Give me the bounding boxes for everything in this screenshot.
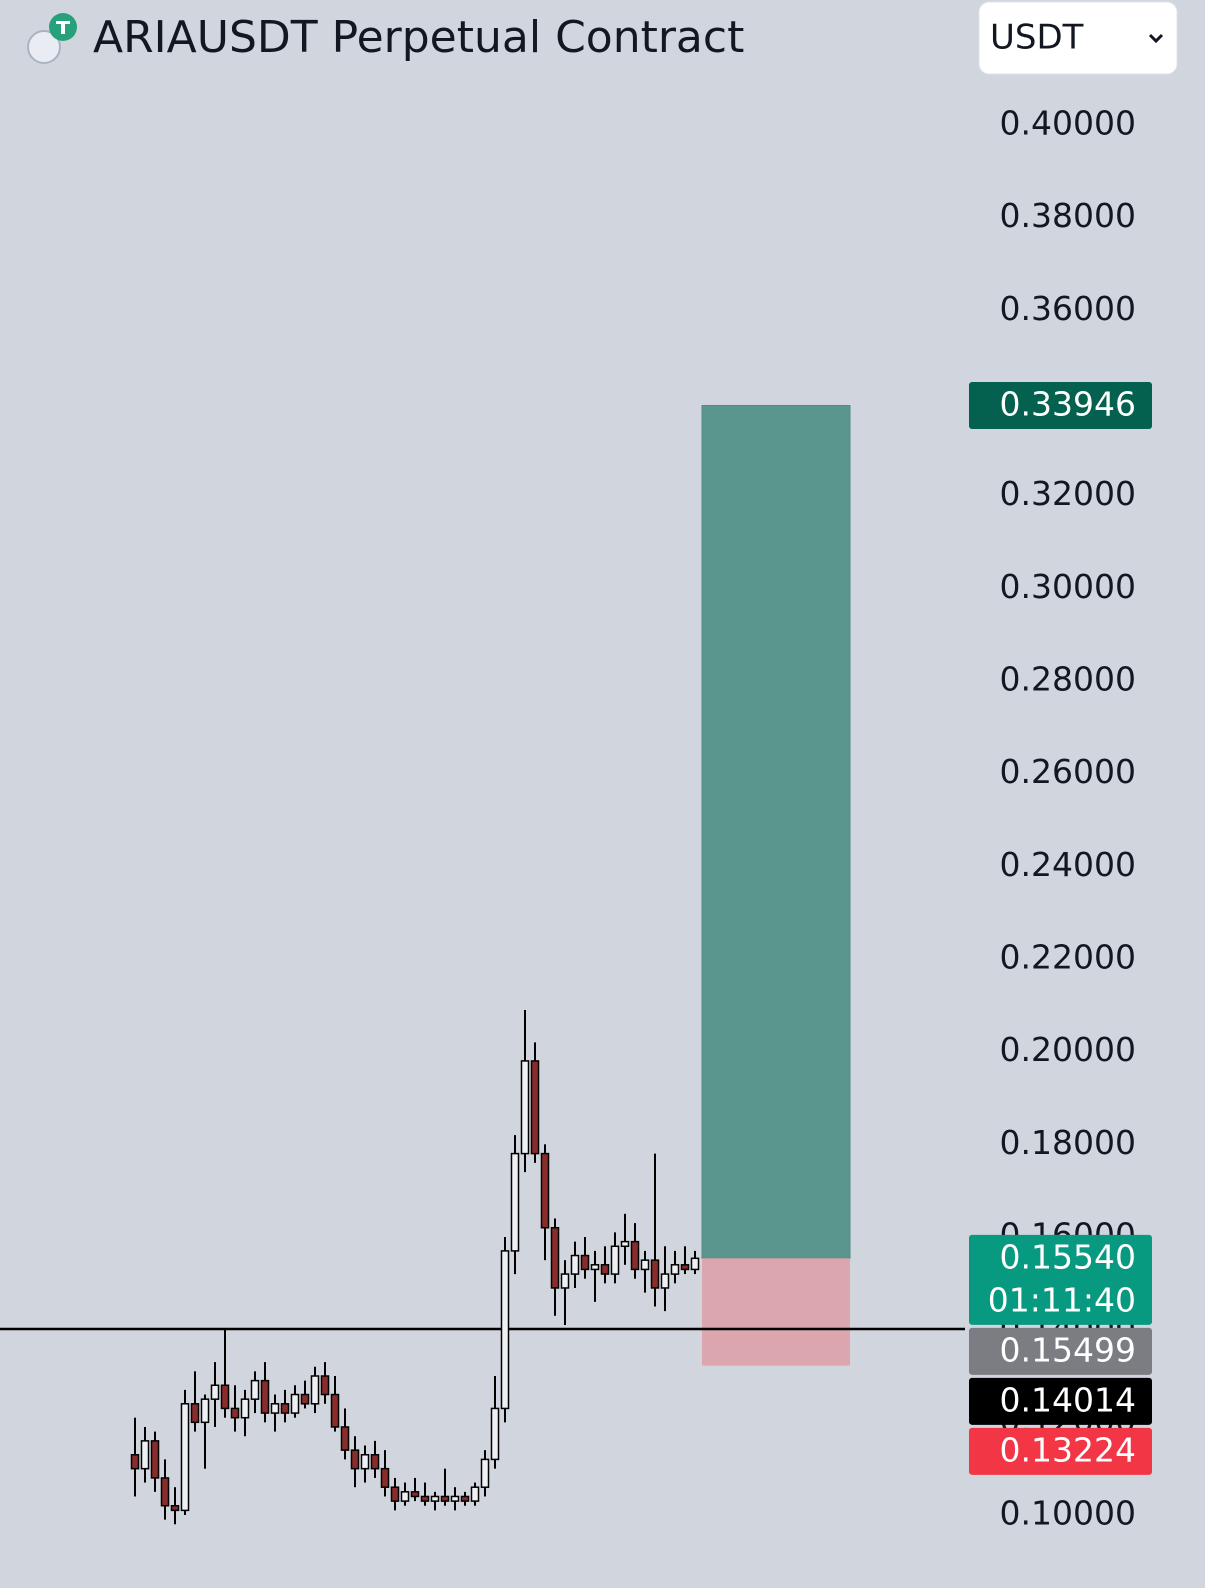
candle-body bbox=[310, 1375, 320, 1405]
candle-body bbox=[620, 1240, 630, 1248]
candle-body bbox=[300, 1393, 310, 1405]
candle-body bbox=[480, 1458, 490, 1488]
y-tick-label: 0.40000 bbox=[1000, 104, 1136, 143]
candle-body bbox=[470, 1486, 480, 1502]
candle-body bbox=[360, 1454, 370, 1470]
candle-body bbox=[610, 1245, 620, 1275]
candle-body bbox=[420, 1495, 430, 1502]
candle-body bbox=[630, 1240, 640, 1271]
candle-body bbox=[350, 1449, 360, 1470]
candle-body bbox=[520, 1060, 530, 1155]
loss-zone bbox=[702, 1258, 850, 1366]
candle-body bbox=[640, 1259, 650, 1271]
candle-body bbox=[130, 1454, 140, 1470]
candle-body bbox=[390, 1486, 400, 1502]
candle-body bbox=[680, 1264, 690, 1271]
candle-body bbox=[280, 1403, 290, 1414]
candle-body bbox=[170, 1504, 180, 1512]
candle-body bbox=[670, 1264, 680, 1275]
price-label: 0.13224 bbox=[1000, 1430, 1136, 1469]
candle-body bbox=[270, 1403, 280, 1414]
dropdown-arrow[interactable] bbox=[1148, 33, 1164, 44]
y-tick-label: 0.28000 bbox=[1000, 660, 1136, 699]
y-tick-label: 0.30000 bbox=[1000, 567, 1136, 606]
price-label-box bbox=[969, 1327, 1152, 1375]
price-label: 0.14014 bbox=[1000, 1380, 1136, 1419]
candle-body bbox=[230, 1407, 240, 1419]
candle-body bbox=[500, 1250, 510, 1410]
candle-body bbox=[160, 1477, 170, 1507]
candle-body bbox=[400, 1491, 410, 1502]
chart-title: ARIAUSDT Perpetual Contract bbox=[93, 12, 744, 63]
price-label-box bbox=[969, 382, 1152, 430]
candle-body bbox=[180, 1403, 190, 1512]
dropdown-label[interactable]: USDT bbox=[990, 18, 1084, 58]
price-label: 0.15499 bbox=[1000, 1330, 1136, 1369]
dropdown-box[interactable] bbox=[978, 1, 1178, 75]
y-tick-label: 0.38000 bbox=[1000, 196, 1136, 235]
y-tick-label: 0.32000 bbox=[1000, 474, 1136, 513]
candle-body bbox=[570, 1254, 580, 1275]
candle-body bbox=[510, 1152, 520, 1252]
candle-body bbox=[560, 1273, 570, 1289]
y-tick-label: 0.26000 bbox=[1000, 752, 1136, 791]
candle-body bbox=[260, 1379, 270, 1414]
candle-body bbox=[530, 1060, 540, 1155]
candle-body bbox=[410, 1491, 420, 1498]
candle-body bbox=[550, 1226, 560, 1289]
candle-body bbox=[690, 1257, 700, 1271]
candle-body bbox=[650, 1259, 660, 1289]
price-label-box bbox=[969, 1427, 1152, 1475]
price-label: 0.33946 bbox=[1000, 385, 1136, 424]
candle-body bbox=[150, 1440, 160, 1479]
candle-body bbox=[340, 1426, 350, 1451]
candle-body bbox=[290, 1393, 300, 1414]
profit-zone bbox=[701, 405, 851, 1259]
candle-body bbox=[220, 1384, 230, 1410]
candle-body bbox=[590, 1264, 600, 1271]
candle-body bbox=[190, 1403, 200, 1424]
y-tick-label: 0.10000 bbox=[1000, 1494, 1136, 1533]
candle-body bbox=[600, 1264, 610, 1275]
candle-body bbox=[370, 1454, 380, 1470]
candle-body bbox=[540, 1152, 550, 1229]
candle-body bbox=[200, 1398, 210, 1424]
y-tick-label: 0.36000 bbox=[1000, 289, 1136, 328]
price-label-box bbox=[969, 1377, 1152, 1425]
currency-dropdown[interactable]: USDT bbox=[978, 1, 1178, 75]
candle-body bbox=[380, 1467, 390, 1488]
candle-body bbox=[430, 1495, 440, 1502]
candle-body bbox=[140, 1440, 150, 1470]
candle-body bbox=[210, 1384, 220, 1400]
candle-body bbox=[250, 1379, 260, 1400]
y-tick-label: 0.18000 bbox=[1000, 1123, 1136, 1162]
candle-body bbox=[320, 1375, 330, 1396]
candle-body bbox=[440, 1495, 450, 1502]
price-label-box bbox=[969, 1234, 1152, 1325]
candle-body bbox=[240, 1398, 250, 1419]
candle-body bbox=[580, 1254, 590, 1271]
candle-body bbox=[460, 1495, 470, 1502]
candle-body bbox=[660, 1273, 670, 1289]
y-tick-label: 0.22000 bbox=[1000, 938, 1136, 977]
candle-body bbox=[490, 1407, 500, 1461]
candle-body bbox=[330, 1393, 340, 1428]
price-label: 0.15540 bbox=[1000, 1237, 1136, 1276]
countdown-label: 01:11:40 bbox=[988, 1280, 1136, 1319]
y-tick-label: 0.20000 bbox=[1000, 1030, 1136, 1069]
symbol-icon bbox=[27, 13, 77, 64]
candle-body bbox=[450, 1495, 460, 1502]
y-tick-label: 0.24000 bbox=[1000, 845, 1136, 884]
